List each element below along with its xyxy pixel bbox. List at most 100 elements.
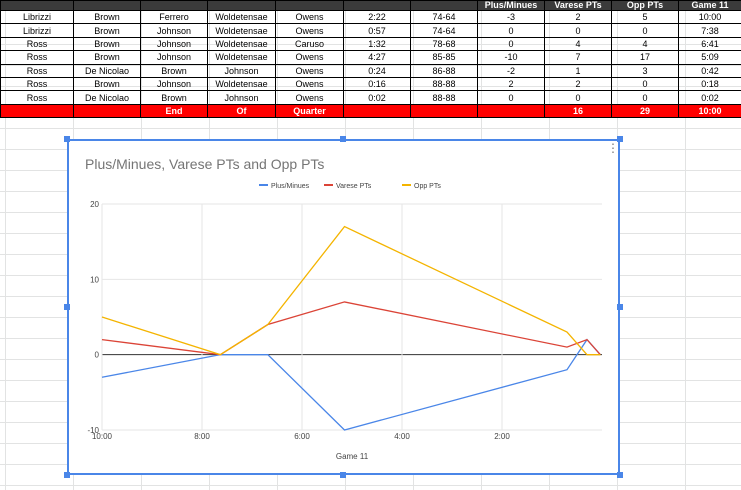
table-cell[interactable]: 0 bbox=[544, 90, 612, 105]
table-cell[interactable]: 88-88 bbox=[410, 76, 478, 92]
table-cell[interactable]: Owens bbox=[275, 63, 344, 78]
table-cell[interactable]: 2 bbox=[477, 76, 545, 92]
table-cell[interactable]: Brown bbox=[73, 23, 141, 38]
total-cell[interactable]: Of bbox=[207, 103, 276, 119]
header-cell[interactable] bbox=[0, 0, 74, 11]
resize-handle-top[interactable] bbox=[340, 136, 346, 142]
table-cell[interactable]: Owens bbox=[275, 50, 344, 65]
table-cell[interactable]: Ross bbox=[0, 63, 74, 78]
table-cell[interactable]: 0 bbox=[477, 90, 545, 105]
table-cell[interactable]: Johnson bbox=[207, 63, 276, 78]
table-cell[interactable]: 86-88 bbox=[410, 63, 478, 78]
table-cell[interactable]: 7 bbox=[544, 50, 612, 65]
total-cell[interactable] bbox=[0, 103, 74, 119]
table-cell[interactable]: 0:18 bbox=[678, 76, 741, 92]
table-cell[interactable]: 0 bbox=[544, 23, 612, 38]
table-cell[interactable]: De Nicolao bbox=[73, 90, 141, 105]
header-plus-minus[interactable]: Plus/Minues bbox=[477, 0, 545, 11]
total-cell[interactable]: 16 bbox=[544, 103, 612, 119]
header-cell[interactable] bbox=[207, 0, 276, 11]
table-cell[interactable]: Owens bbox=[275, 90, 344, 105]
total-cell[interactable] bbox=[410, 103, 478, 119]
table-cell[interactable]: Librizzi bbox=[0, 9, 74, 25]
table-cell[interactable]: Woldetensae bbox=[207, 50, 276, 65]
table-cell[interactable]: 4 bbox=[611, 36, 679, 52]
table-cell[interactable]: 17 bbox=[611, 50, 679, 65]
total-cell[interactable]: 29 bbox=[611, 103, 679, 119]
table-cell[interactable]: 4 bbox=[544, 36, 612, 52]
header-game[interactable]: Game 11 bbox=[678, 0, 741, 11]
table-cell[interactable]: Brown bbox=[73, 36, 141, 52]
table-cell[interactable]: 74-64 bbox=[410, 9, 478, 25]
table-cell[interactable]: Brown bbox=[140, 63, 208, 78]
table-cell[interactable]: Brown bbox=[140, 90, 208, 105]
table-cell[interactable]: Brown bbox=[73, 76, 141, 92]
table-cell[interactable]: 5:09 bbox=[678, 50, 741, 65]
table-cell[interactable]: 5 bbox=[611, 9, 679, 25]
table-cell[interactable]: 0 bbox=[477, 36, 545, 52]
table-cell[interactable]: Owens bbox=[275, 76, 344, 92]
table-cell[interactable]: 3 bbox=[611, 63, 679, 78]
table-cell[interactable]: 85-85 bbox=[410, 50, 478, 65]
resize-handle-left[interactable] bbox=[64, 304, 70, 310]
table-cell[interactable]: 0:42 bbox=[678, 63, 741, 78]
resize-handle-top-right[interactable] bbox=[617, 136, 623, 142]
table-cell[interactable]: Brown bbox=[73, 50, 141, 65]
table-cell[interactable]: 4:27 bbox=[343, 50, 411, 65]
table-cell[interactable]: Caruso bbox=[275, 36, 344, 52]
table-cell[interactable]: 0:16 bbox=[343, 76, 411, 92]
table-cell[interactable]: Librizzi bbox=[0, 23, 74, 38]
table-cell[interactable]: Johnson bbox=[207, 90, 276, 105]
table-cell[interactable]: Woldetensae bbox=[207, 23, 276, 38]
table-cell[interactable]: 2:22 bbox=[343, 9, 411, 25]
table-cell[interactable]: Brown bbox=[73, 9, 141, 25]
table-cell[interactable]: Johnson bbox=[140, 50, 208, 65]
table-cell[interactable]: 0 bbox=[611, 23, 679, 38]
table-cell[interactable]: 74-64 bbox=[410, 23, 478, 38]
total-cell[interactable] bbox=[73, 103, 141, 119]
table-cell[interactable]: 88-88 bbox=[410, 90, 478, 105]
header-cell[interactable] bbox=[275, 0, 344, 11]
header-opp-pts[interactable]: Opp PTs bbox=[611, 0, 679, 11]
table-cell[interactable]: De Nicolao bbox=[73, 63, 141, 78]
table-cell[interactable]: 2 bbox=[544, 9, 612, 25]
table-cell[interactable]: 2 bbox=[544, 76, 612, 92]
table-cell[interactable]: 10:00 bbox=[678, 9, 741, 25]
table-cell[interactable]: Owens bbox=[275, 9, 344, 25]
resize-handle-bottom-right[interactable] bbox=[617, 472, 623, 478]
table-cell[interactable]: Johnson bbox=[140, 36, 208, 52]
resize-handle-right[interactable] bbox=[617, 304, 623, 310]
table-cell[interactable]: 6:41 bbox=[678, 36, 741, 52]
table-cell[interactable]: Johnson bbox=[140, 23, 208, 38]
resize-handle-top-left[interactable] bbox=[64, 136, 70, 142]
table-cell[interactable]: Ross bbox=[0, 50, 74, 65]
table-cell[interactable]: Ross bbox=[0, 90, 74, 105]
table-cell[interactable]: 0:02 bbox=[678, 90, 741, 105]
table-cell[interactable]: Woldetensae bbox=[207, 36, 276, 52]
table-cell[interactable]: 0:24 bbox=[343, 63, 411, 78]
table-cell[interactable]: Ross bbox=[0, 36, 74, 52]
table-cell[interactable]: 0 bbox=[477, 23, 545, 38]
table-cell[interactable]: 0:02 bbox=[343, 90, 411, 105]
table-cell[interactable]: Woldetensae bbox=[207, 9, 276, 25]
total-cell[interactable] bbox=[343, 103, 411, 119]
total-cell[interactable] bbox=[477, 103, 545, 119]
total-cell[interactable]: 10:00 bbox=[678, 103, 741, 119]
header-cell[interactable] bbox=[140, 0, 208, 11]
table-cell[interactable]: 0 bbox=[611, 76, 679, 92]
table-cell[interactable]: Woldetensae bbox=[207, 76, 276, 92]
table-cell[interactable]: Johnson bbox=[140, 76, 208, 92]
table-cell[interactable]: 0 bbox=[611, 90, 679, 105]
table-cell[interactable]: Ross bbox=[0, 76, 74, 92]
header-varese-pts[interactable]: Varese PTs bbox=[544, 0, 612, 11]
table-cell[interactable]: 1:32 bbox=[343, 36, 411, 52]
table-cell[interactable]: Ferrero bbox=[140, 9, 208, 25]
header-cell[interactable] bbox=[343, 0, 411, 11]
table-cell[interactable]: 0:57 bbox=[343, 23, 411, 38]
table-cell[interactable]: -10 bbox=[477, 50, 545, 65]
table-cell[interactable]: -2 bbox=[477, 63, 545, 78]
table-cell[interactable]: 1 bbox=[544, 63, 612, 78]
table-cell[interactable]: 7:38 bbox=[678, 23, 741, 38]
table-cell[interactable]: 78-68 bbox=[410, 36, 478, 52]
table-cell[interactable]: Owens bbox=[275, 23, 344, 38]
